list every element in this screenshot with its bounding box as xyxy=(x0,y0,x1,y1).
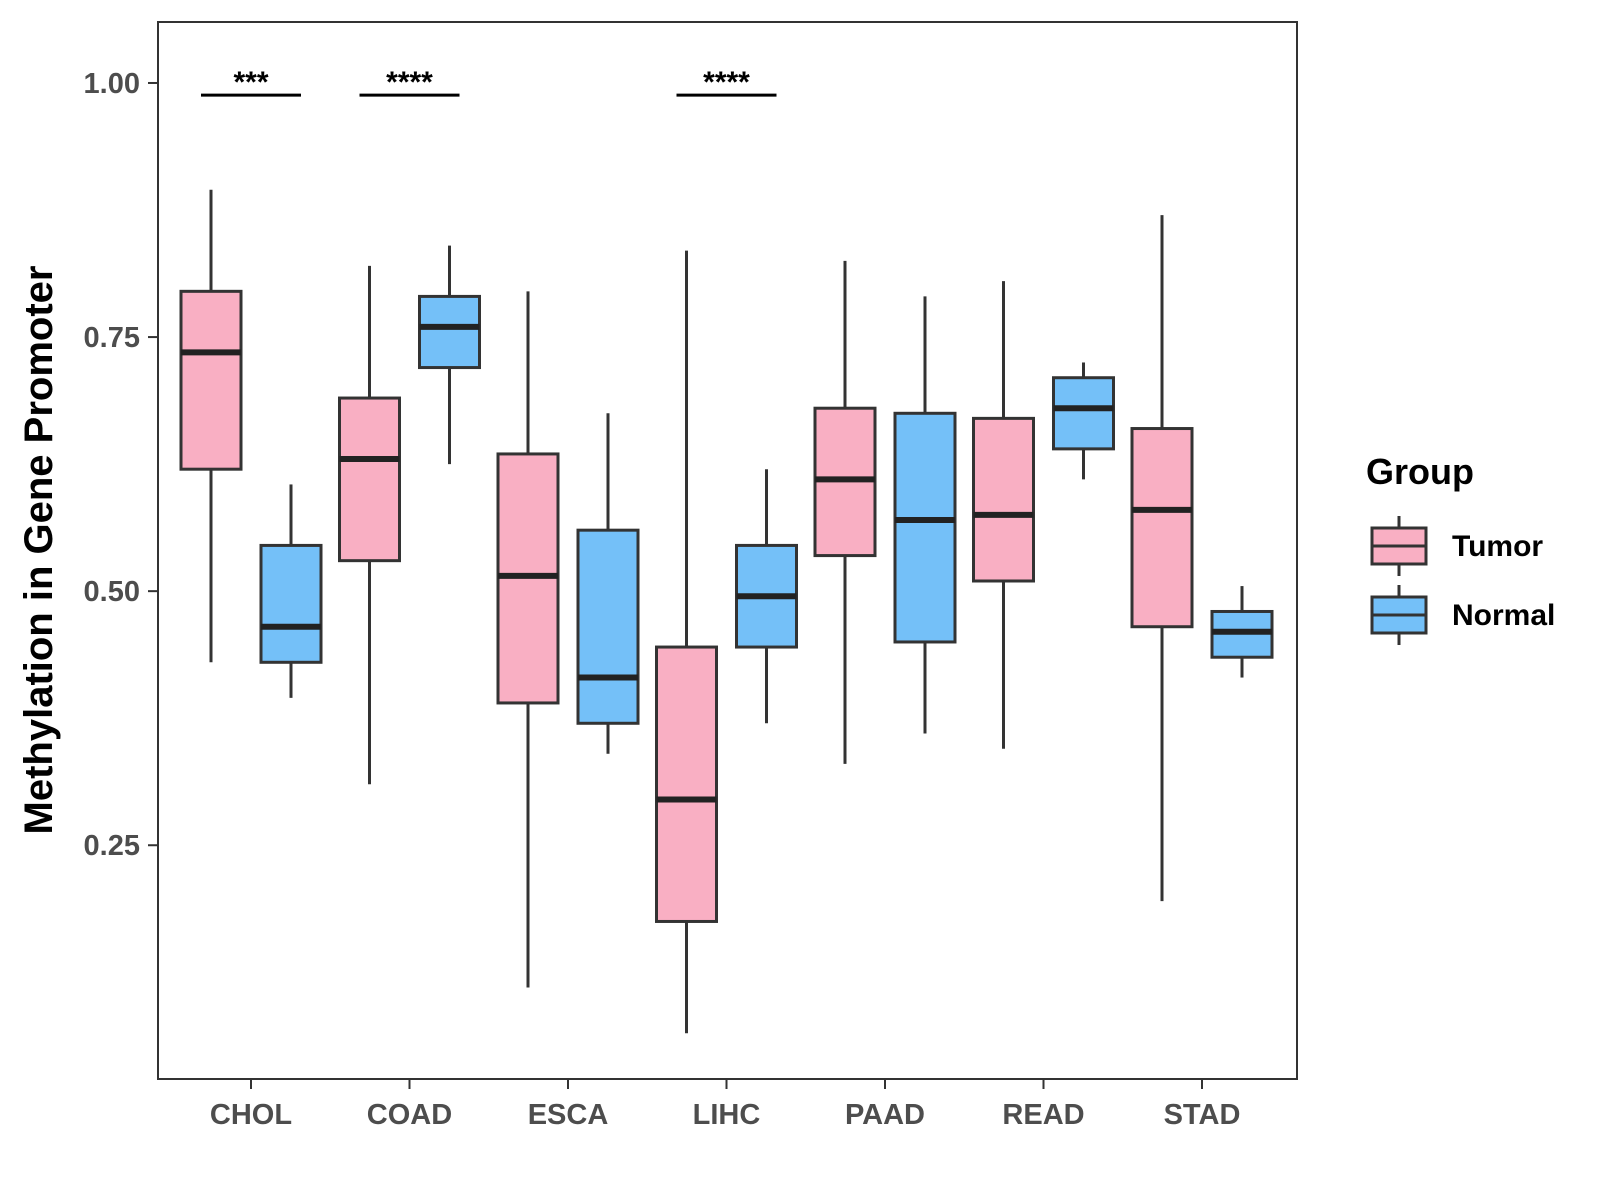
box-tumor-paad xyxy=(813,260,877,764)
plot-layer: *** **** **** xyxy=(179,66,1274,1034)
box-normal-lihc xyxy=(735,469,798,724)
y-tick-label: 0.50 xyxy=(84,576,140,608)
significance-lihc: **** xyxy=(676,66,777,99)
y-tick-label: 0.75 xyxy=(84,322,140,354)
box-body xyxy=(179,289,243,471)
legend: Group Tumor Normal xyxy=(1366,451,1555,645)
significance-coad: **** xyxy=(359,66,460,99)
x-tick-label-read: READ xyxy=(1002,1099,1084,1131)
x-tick-label-esca: ESCA xyxy=(528,1099,609,1131)
box-body xyxy=(655,645,718,923)
x-tick-label-stad: STAD xyxy=(1164,1099,1241,1131)
box-body xyxy=(1052,376,1115,451)
box-normal-paad xyxy=(893,296,957,734)
x-tick-label-chol: CHOL xyxy=(210,1099,292,1131)
legend-key-tumor xyxy=(1370,516,1428,576)
box-body xyxy=(972,416,1035,583)
box-body xyxy=(576,528,640,725)
x-tick-label-coad: COAD xyxy=(367,1099,452,1131)
box-tumor-esca xyxy=(496,291,560,988)
box-body xyxy=(338,396,401,563)
significance-label: **** xyxy=(386,66,433,99)
box-normal-esca xyxy=(576,413,640,754)
box-normal-coad xyxy=(418,245,481,465)
box-tumor-coad xyxy=(338,265,401,785)
box-body xyxy=(1130,427,1194,629)
legend-label-tumor: Tumor xyxy=(1452,530,1543,563)
x-tick-label-paad: PAAD xyxy=(845,1099,925,1131)
box-body xyxy=(259,543,323,664)
legend-key-normal xyxy=(1370,585,1428,645)
box-normal-chol xyxy=(259,484,323,698)
significance-chol: *** xyxy=(201,66,301,99)
x-tick-label-lihc: LIHC xyxy=(693,1099,761,1131)
box-tumor-lihc xyxy=(655,250,718,1034)
y-axis-title: Methylation in Gene Promoter xyxy=(17,266,61,835)
box-tumor-chol xyxy=(179,189,243,663)
y-tick-label: 1.00 xyxy=(84,68,140,100)
box-body xyxy=(893,411,957,644)
box-tumor-read xyxy=(972,281,1035,749)
box-normal-stad xyxy=(1210,586,1274,678)
legend-label-normal: Normal xyxy=(1452,599,1555,632)
significance-label: **** xyxy=(703,66,750,99)
box-body xyxy=(418,294,481,370)
y-tick-label: 0.25 xyxy=(84,830,140,862)
box-normal-read xyxy=(1052,362,1115,480)
legend-title: Group xyxy=(1366,451,1474,492)
box-tumor-stad xyxy=(1130,215,1194,902)
significance-label: *** xyxy=(233,66,268,99)
